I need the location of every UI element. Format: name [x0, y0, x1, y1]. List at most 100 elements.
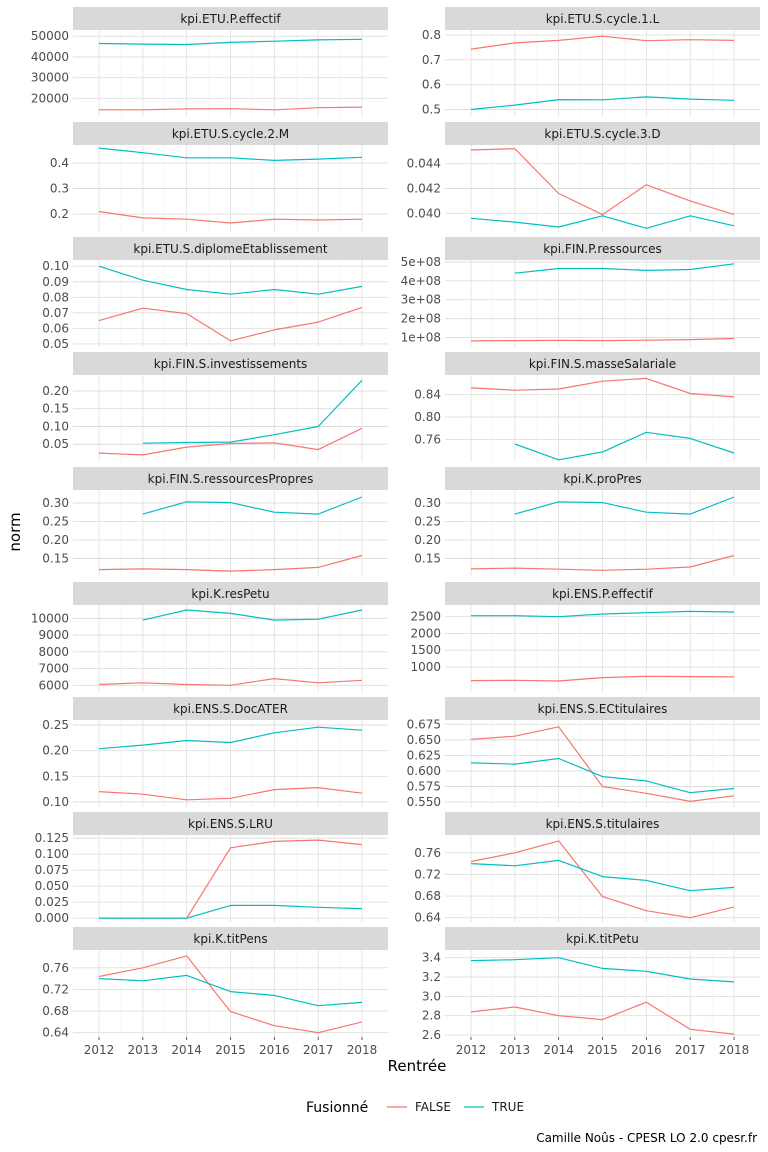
y-tick-label: 50000 — [31, 29, 69, 43]
x-tick-label: 2017 — [303, 1043, 334, 1057]
x-tick-label: 2014 — [171, 1043, 202, 1057]
series-line-false — [470, 554, 735, 571]
series-line-false — [98, 306, 363, 342]
series-line-true — [99, 904, 363, 919]
y-tick-label: 0.30 — [414, 496, 441, 510]
facet-kpi-etu-s-cycle-3-d: kpi.ETU.S.cycle.3.D 0.040 0.042 0.044 — [407, 122, 760, 232]
x-tick-label: 2017 — [675, 1043, 706, 1057]
series-line-true — [470, 957, 735, 983]
y-tick-label: 10000 — [31, 611, 69, 625]
x-tick-label: 2016 — [259, 1043, 290, 1057]
x-axis-title: Rentrée — [388, 1057, 447, 1075]
x-tick-label: 2014 — [543, 1043, 574, 1057]
y-tick-label: 6000 — [38, 678, 69, 692]
series-line-true — [142, 609, 363, 621]
facet-kpi-k-titpetu: kpi.K.titPetu 2.6 2.8 3.0 3.2 3.4 — [422, 927, 760, 1042]
series-line-false — [470, 148, 735, 216]
series-line-false — [98, 210, 363, 224]
series-line-true — [471, 610, 735, 618]
y-tick-label: 0.20 — [42, 744, 69, 758]
x-tick-label: 2013 — [128, 1043, 159, 1057]
facet-title: kpi.ETU.S.cycle.1.L — [546, 12, 660, 26]
facet-title: kpi.K.titPetu — [566, 932, 639, 946]
series-line-true — [98, 974, 363, 1007]
y-tick-label: 0.20 — [414, 533, 441, 547]
facet-strip — [73, 352, 388, 375]
facet-title: kpi.ETU.P.effectif — [180, 12, 281, 26]
facet-strip — [445, 467, 760, 490]
y-tick-label: 0.600 — [407, 764, 441, 778]
y-tick-label: 0.000 — [35, 911, 69, 925]
y-tick-label: 0.075 — [35, 863, 69, 877]
y-tick-label: 0.10 — [42, 259, 69, 273]
facet-kpi-ens-s-docater: kpi.ENS.S.DocATER 0.10 0.15 0.20 0.25 — [42, 697, 388, 809]
x-tick-label: 2012 — [84, 1043, 115, 1057]
y-tick-label: 0.72 — [414, 867, 441, 881]
facet-strip — [73, 7, 388, 30]
y-tick-label: 0.25 — [42, 718, 69, 732]
y-tick-label: 20000 — [31, 91, 69, 105]
facet-title: kpi.K.titPens — [193, 932, 267, 946]
y-tick-label: 3.4 — [422, 951, 441, 965]
x-tick-label: 2015 — [215, 1043, 246, 1057]
y-tick-label: 0.2 — [50, 207, 69, 221]
y-tick-label: 0.125 — [35, 831, 69, 845]
y-tick-label: 0.09 — [42, 275, 69, 289]
facet-title: kpi.FIN.S.masseSalariale — [529, 357, 676, 371]
legend-label-false: FALSE — [415, 1100, 451, 1114]
series-line-false — [99, 106, 363, 111]
facet-kpi-ens-p-effectif: kpi.ENS.P.effectif 1000 1500 2000 2500 — [410, 582, 760, 692]
y-tick-label: 2000 — [410, 626, 441, 640]
series-line-true — [470, 96, 735, 111]
legend-label-true: TRUE — [491, 1100, 524, 1114]
series-line-true — [142, 379, 363, 444]
series-line-true — [514, 496, 735, 515]
y-tick-label: 0.050 — [35, 879, 69, 893]
y-tick-label: 0.550 — [407, 795, 441, 809]
facet-panels: kpi.ETU.P.effectif20000300004000050000kp… — [31, 7, 760, 1042]
x-tick-label: 2018 — [347, 1043, 378, 1057]
y-tick-label: 2.6 — [422, 1028, 441, 1042]
facet-title: kpi.FIN.S.investissements — [154, 357, 308, 371]
series-line-true — [470, 215, 735, 229]
y-tick-label: 0.08 — [42, 290, 69, 304]
facet-kpi-ens-s-lru: kpi.ENS.S.LRU 0.000 0.025 0.050 0.075 0.100 0.… — [35, 812, 388, 925]
y-tick-label: 3.0 — [422, 989, 441, 1003]
y-tick-label: 0.64 — [414, 911, 441, 925]
x-tick-label: 2012 — [456, 1043, 487, 1057]
y-tick-label: 0.68 — [42, 1004, 69, 1018]
facet-strip — [445, 352, 760, 375]
facet-strip — [73, 927, 388, 950]
series-line-false — [470, 726, 735, 803]
y-tick-label: 0.68 — [414, 889, 441, 903]
facet-strip — [73, 237, 388, 260]
y-tick-label: 2e+08 — [401, 312, 441, 326]
facet-title: kpi.ENS.S.DocATER — [173, 702, 288, 716]
y-tick-label: 0.650 — [407, 733, 441, 747]
y-tick-label: 0.042 — [407, 182, 441, 196]
y-tick-label: 0.25 — [414, 514, 441, 528]
y-tick-label: 0.575 — [407, 779, 441, 793]
facet-strip — [445, 7, 760, 30]
series-line-false — [470, 675, 735, 682]
facet-kpi-etu-s-cycle-2-m: kpi.ETU.S.cycle.2.M 0.2 0.3 0.4 — [50, 122, 388, 232]
facet-title: kpi.FIN.S.ressourcesPropres — [148, 472, 314, 486]
y-tick-label: 0.044 — [407, 157, 441, 171]
series-line-false — [470, 377, 735, 398]
y-tick-label: 0.15 — [42, 551, 69, 565]
y-tick-label: 0.84 — [414, 388, 441, 402]
y-tick-label: 0.76 — [42, 961, 69, 975]
y-tick-label: 0.07 — [42, 306, 69, 320]
x-tick-label: 2018 — [719, 1043, 750, 1057]
y-tick-label: 5e+08 — [401, 255, 441, 269]
facet-strip — [445, 582, 760, 605]
y-tick-label: 2.8 — [422, 1009, 441, 1023]
series-line-true — [98, 726, 363, 750]
y-tick-label: 9000 — [38, 628, 69, 642]
facet-strip — [445, 237, 760, 260]
facet-strip — [73, 697, 388, 720]
legend-title: Fusionné — [306, 1100, 368, 1116]
y-tick-label: 0.05 — [42, 437, 69, 451]
series-line-true — [142, 496, 363, 515]
